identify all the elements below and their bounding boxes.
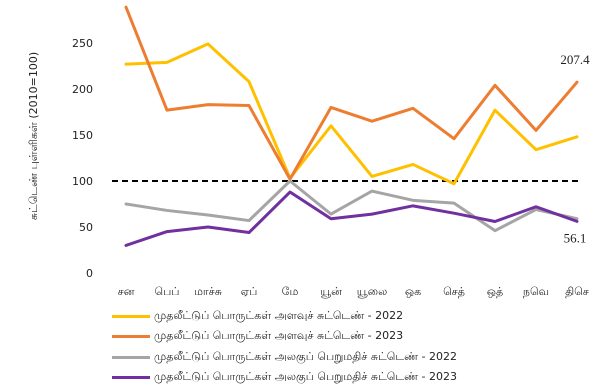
legend-label-1: முதலீட்டுப் பொருட்கள் அளவுச் சுட்டெண் - … <box>154 308 404 322</box>
y-axis-title-group: சுட்டெண் புள்ளிகள் (2010=100) <box>27 52 40 220</box>
series-lines <box>124 5 579 247</box>
x-tick-label: பெப் <box>155 285 180 298</box>
x-tick-label: ஏப் <box>241 285 258 298</box>
x-tick-label: ஒக <box>405 285 421 298</box>
y-tick-label: 150 <box>72 129 93 142</box>
legend-swatch-1 <box>112 314 150 318</box>
legend-label-2: முதலீட்டுப் பொருட்கள் அளவுச் சுட்டெண் - … <box>154 329 404 343</box>
series-line-2 <box>124 5 579 181</box>
legend-label-3: முதலீட்டுப் பொருட்கள் அலகுப் பெறுமதிச் ச… <box>154 349 458 363</box>
data-label: 56.1 <box>564 230 587 245</box>
legend: முதலீட்டுப் பொருட்கள் அளவுச் சுட்டெண் - … <box>112 306 457 388</box>
x-tick-label: செத் <box>443 285 465 298</box>
series-line-1 <box>124 42 579 186</box>
legend-swatch-4 <box>112 376 150 380</box>
series-line-3 <box>124 179 579 233</box>
y-tick-label: 100 <box>72 175 93 188</box>
legend-item-1: முதலீட்டுப் பொருட்கள் அளவுச் சுட்டெண் - … <box>112 306 457 327</box>
y-tick-label: 0 <box>86 267 93 280</box>
legend-swatch-2 <box>112 335 150 339</box>
legend-swatch-3 <box>112 355 150 359</box>
y-axis-title: சுட்டெண் புள்ளிகள் (2010=100) <box>27 52 40 220</box>
x-tick-label: யூலை <box>357 285 387 298</box>
x-tick-label: சன <box>118 285 135 298</box>
legend-item-4: முதலீட்டுப் பொருட்கள் அலகுப் பெறுமதிச் ச… <box>112 368 457 389</box>
data-label: 207.4 <box>560 52 590 67</box>
series-line-4 <box>124 190 579 247</box>
legend-label-4: முதலீட்டுப் பொருட்கள் அலகுப் பெறுமதிச் ச… <box>154 370 458 384</box>
x-tick-label: நவெ <box>523 285 549 298</box>
x-tick-label: மே <box>282 285 299 298</box>
x-tick-label: திசெ <box>565 285 589 298</box>
x-tick-label: யூன் <box>320 285 342 298</box>
legend-item-3: முதலீட்டுப் பொருட்கள் அலகுப் பெறுமதிச் ச… <box>112 347 457 368</box>
data-labels: 207.4 56.1 <box>560 52 590 245</box>
y-tick-label: 250 <box>72 37 93 50</box>
legend-item-2: முதலீட்டுப் பொருட்கள் அளவுச் சுட்டெண் - … <box>112 327 457 348</box>
y-tick-label: 200 <box>72 83 93 96</box>
x-tick-labels: சன பெப் மாச்சு ஏப் மே யூன் யூலை ஒக செத் ஒத் நவெ திச… <box>118 285 589 298</box>
y-tick-labels: 0 50 100 150 200 250 <box>72 37 93 280</box>
x-tick-label: மாச்சு <box>194 285 222 298</box>
y-tick-label: 50 <box>79 221 93 234</box>
x-tick-label: ஒத் <box>487 285 503 298</box>
